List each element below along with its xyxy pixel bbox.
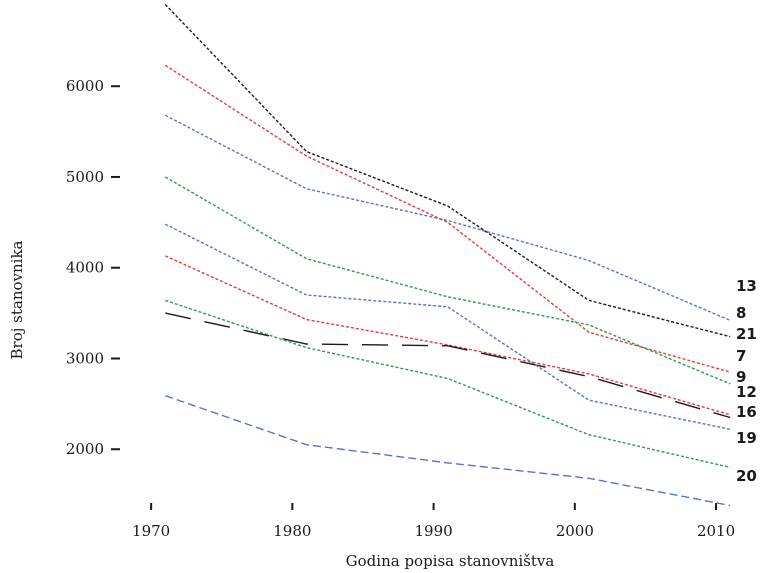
- y-tick-label: 6000: [66, 77, 104, 95]
- series-line-7: [164, 176, 731, 385]
- y-tick-label: 5000: [66, 168, 104, 186]
- series-lines: [164, 4, 731, 507]
- y-tick-label: 4000: [66, 259, 104, 277]
- series-label-13: 13: [736, 277, 757, 295]
- x-tick-label: 1970: [132, 522, 170, 540]
- series-label-21: 21: [736, 325, 757, 343]
- series-label-20: 20: [736, 467, 757, 485]
- series-end-labels: 13 8 21 7 912 16 19 20: [736, 277, 757, 485]
- x-tick-label: 1990: [414, 522, 452, 540]
- series-line-13: [164, 114, 731, 322]
- y-axis: 2000 3000 4000 5000 6000: [66, 77, 120, 458]
- x-axis: 1970 1980 1990 2000 2010: [132, 503, 735, 540]
- y-axis-title: Broj stanovnika: [8, 240, 26, 359]
- series-line-21: [164, 64, 731, 373]
- x-tick-label: 2000: [556, 522, 594, 540]
- x-tick-label: 1980: [273, 522, 311, 540]
- y-tick-label: 3000: [66, 349, 104, 367]
- series-label-16: 16: [736, 403, 757, 421]
- x-axis-title: Godina popisa stanovništva: [346, 552, 555, 570]
- series-label-9: 9: [736, 368, 746, 386]
- series-label-8: 8: [736, 304, 746, 322]
- x-tick-label: 2010: [697, 522, 735, 540]
- series-line-12: [165, 312, 731, 419]
- series-line-20: [165, 395, 731, 507]
- y-tick-label: 2000: [66, 440, 104, 458]
- series-line-8: [164, 4, 731, 338]
- series-label-12: 12: [736, 383, 757, 401]
- series-label-19: 19: [736, 429, 757, 447]
- series-line-9: [165, 255, 731, 416]
- series-line-19: [165, 299, 731, 469]
- series-label-7: 7: [736, 347, 746, 365]
- series-line-16: [164, 223, 731, 430]
